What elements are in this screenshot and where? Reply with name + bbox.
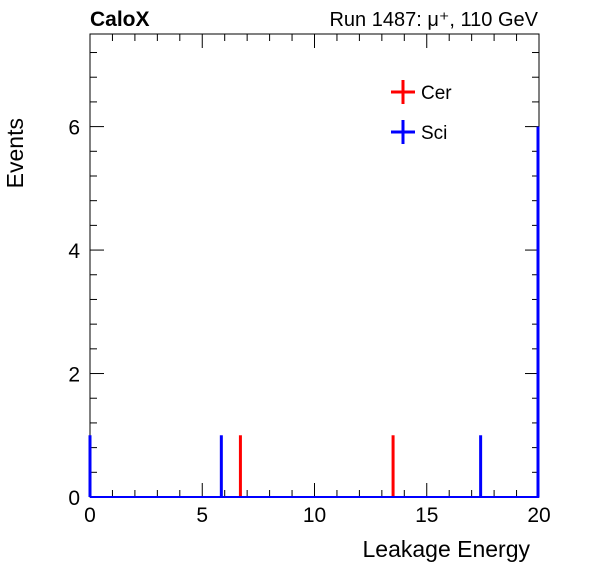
y-tick-label: 0 [68,487,80,510]
y-axis-title: Events [2,118,28,188]
series-sci [88,126,540,498]
y-tick-label: 6 [68,117,80,140]
y-tick-label: 4 [68,240,80,263]
x-tick-label: 15 [415,504,438,527]
legend-item-sci: Sci [391,120,447,144]
header-right-label: Run 1487: μ⁺, 110 GeV [329,9,538,31]
legend-label: Cer [421,83,452,104]
legend-item-cer: Cer [391,80,452,104]
header-left-label: CaloX [90,8,150,31]
x-tick-label: 0 [84,504,96,527]
x-tick-label: 20 [527,504,550,527]
legend-label: Sci [421,123,447,144]
plot-frame [89,33,540,498]
x-tick-label: 10 [303,504,326,527]
x-tick-label: 5 [196,504,208,527]
legend: Cer Sci [391,80,452,144]
y-tick-label: 2 [68,364,80,387]
plot-area: 0 5 10 15 20 0 2 4 6 [68,33,551,527]
x-axis-title: Leakage Energy [362,536,530,562]
